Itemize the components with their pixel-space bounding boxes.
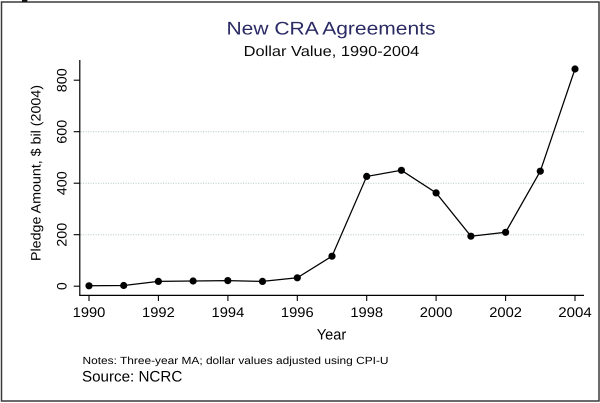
svg-text:2000: 2000 [420, 304, 453, 320]
svg-text:Notes: Three-year MA; dollar v: Notes: Three-year MA; dollar values adju… [83, 356, 389, 367]
svg-text:1992: 1992 [142, 304, 175, 320]
svg-text:New CRA Agreements: New CRA Agreements [227, 17, 436, 38]
svg-text:600: 600 [55, 119, 70, 143]
svg-text:Dollar Value, 1990-2004: Dollar Value, 1990-2004 [244, 44, 420, 60]
svg-text:1996: 1996 [281, 304, 314, 320]
svg-text:2002: 2002 [489, 304, 522, 320]
svg-text:Year: Year [317, 327, 347, 344]
svg-text:Source: NCRC: Source: NCRC [82, 369, 182, 386]
svg-text:1998: 1998 [350, 304, 383, 320]
svg-text:1994: 1994 [212, 304, 245, 320]
svg-text:400: 400 [55, 171, 70, 195]
svg-text:1990: 1990 [73, 304, 106, 320]
svg-text:800: 800 [55, 68, 70, 92]
svg-text:200: 200 [55, 222, 70, 246]
svg-text:Pledge Amount, $ bil (2004): Pledge Amount, $ bil (2004) [28, 85, 43, 261]
svg-text:2004: 2004 [558, 304, 592, 320]
svg-text:0: 0 [55, 282, 70, 290]
